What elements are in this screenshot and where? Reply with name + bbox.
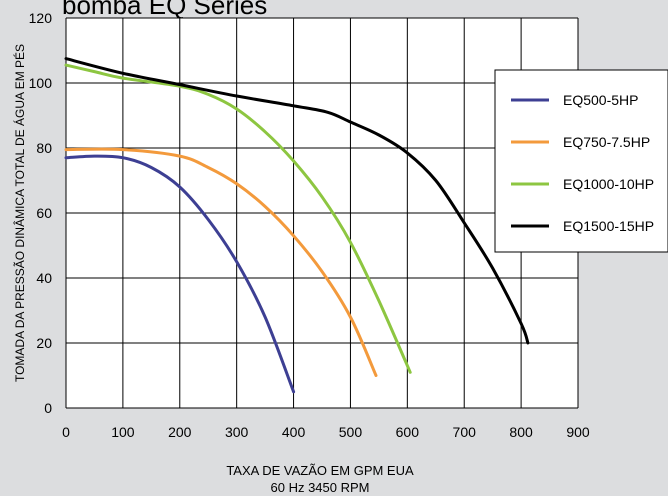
x-axis-label: TAXA DE VAZÃO EM GPM EUA xyxy=(226,463,414,478)
legend-label-1: EQ750-7.5HP xyxy=(563,134,650,150)
x-tick-label-300: 300 xyxy=(225,424,249,440)
y-tick-label-20: 20 xyxy=(36,335,52,351)
x-tick-label-100: 100 xyxy=(111,424,135,440)
legend-label-3: EQ1500-15HP xyxy=(563,218,654,234)
x-tick-label-900: 900 xyxy=(566,424,590,440)
y-axis-label: TOMADA DA PRESSÃO DINÂMICA TOTAL DE ÁGUA… xyxy=(12,44,27,382)
y-tick-label-100: 100 xyxy=(29,75,53,91)
series-line-eq500-5hp xyxy=(64,154,296,394)
x-tick-label-600: 600 xyxy=(396,424,420,440)
x-tick-label-800: 800 xyxy=(509,424,533,440)
x-axis-sublabel: 60 Hz 3450 RPM xyxy=(270,480,370,495)
x-tick-label-400: 400 xyxy=(282,424,306,440)
series-line-eq1000-10hp xyxy=(64,63,412,374)
chart-title: bomba EQ Series xyxy=(62,0,268,20)
x-tick-label-500: 500 xyxy=(339,424,363,440)
y-tick-label-80: 80 xyxy=(36,140,52,156)
y-tick-label-60: 60 xyxy=(36,205,52,221)
x-tick-label-700: 700 xyxy=(453,424,477,440)
y-tick-label-40: 40 xyxy=(36,270,52,286)
series-line-eq750-7-5hp xyxy=(64,147,378,377)
legend-label-2: EQ1000-10HP xyxy=(563,176,654,192)
y-tick-label-0: 0 xyxy=(44,400,52,416)
x-tick-label-200: 200 xyxy=(168,424,192,440)
y-tick-label-120: 120 xyxy=(29,10,53,26)
legend-label-0: EQ500-5HP xyxy=(563,92,638,108)
x-tick-label-0: 0 xyxy=(62,424,70,440)
series-line-eq1500-15hp xyxy=(64,57,530,345)
